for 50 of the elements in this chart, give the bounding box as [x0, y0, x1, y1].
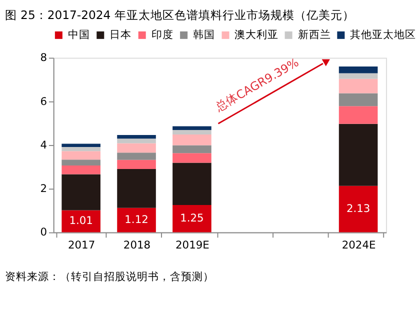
- legend-label: 韩国: [193, 28, 216, 42]
- text: 资料来源：（转引自招股说明书，含预测）: [4, 270, 214, 283]
- chart-title: 图 25：2017-2024 年亚太地区色谱填料行业市场规模（亿美元）: [4, 8, 354, 22]
- legend-label: 日本: [110, 28, 132, 42]
- x-tick-label: 2019E: [176, 238, 210, 252]
- bar: [172, 130, 212, 135]
- bar: [117, 169, 156, 208]
- bar: [338, 124, 378, 186]
- bar: [338, 78, 378, 94]
- bar: [172, 153, 212, 163]
- bar: [117, 160, 156, 170]
- x-tick-label: 2018: [123, 238, 151, 252]
- bar: [117, 134, 156, 139]
- y-tick-label: 8: [40, 51, 48, 64]
- x-tick-label: 2017: [68, 238, 96, 252]
- data-label: 1.01: [69, 214, 93, 228]
- bar: [338, 66, 378, 74]
- bar: [172, 126, 212, 130]
- bar: [172, 205, 212, 232]
- bar: [117, 152, 156, 160]
- y-tick-label: 6: [40, 94, 48, 108]
- bar: [117, 143, 156, 153]
- bar: [338, 106, 378, 124]
- bar: [338, 93, 378, 106]
- legend-label: 中国: [68, 28, 90, 42]
- bar: [62, 151, 100, 160]
- bar: [117, 138, 156, 144]
- data-label: 2.13: [346, 202, 370, 215]
- bar: [62, 166, 100, 174]
- y-tick-label: 0: [40, 226, 48, 239]
- bar: [338, 186, 378, 232]
- bar: [117, 208, 156, 232]
- legend-label: 印度: [151, 28, 174, 42]
- x-tick-label: 2024E: [342, 238, 376, 252]
- legend-label: 其他亚太地区: [350, 28, 416, 42]
- bar: [172, 162, 212, 206]
- bar: [62, 146, 100, 152]
- bar: [172, 145, 212, 154]
- bar: [62, 210, 100, 232]
- legend-label: 新西兰: [298, 28, 331, 42]
- bar: [338, 73, 378, 79]
- y-tick-label: 4: [40, 138, 48, 152]
- bar: [62, 174, 100, 210]
- bar: [62, 160, 100, 166]
- data-label: 1.25: [180, 212, 204, 225]
- bar: [172, 134, 212, 146]
- bar: [62, 144, 100, 147]
- data-label: 1.12: [124, 212, 148, 226]
- y-tick-label: 2: [40, 182, 48, 196]
- legend-label: 澳大利亚: [234, 28, 279, 42]
